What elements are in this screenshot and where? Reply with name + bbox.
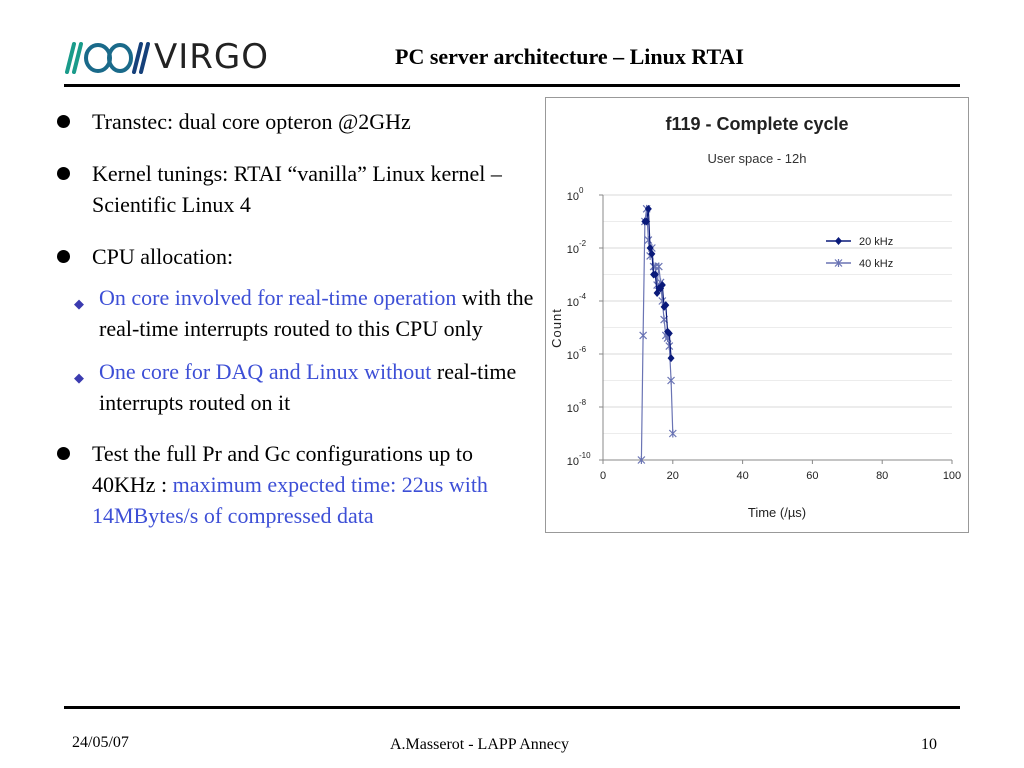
footer-page-number: 10: [921, 736, 937, 753]
page-title: PC server architecture – Linux RTAI: [395, 44, 744, 69]
chart-title: f119 - Complete cycle: [665, 114, 848, 134]
data-point-diamond: [643, 217, 651, 226]
legend-label: 40 kHz: [859, 258, 893, 270]
data-point-diamond: [665, 329, 673, 338]
data-point-x: [654, 262, 663, 271]
bullet-icon: [57, 447, 70, 460]
y-tick-exponent: -8: [579, 398, 587, 407]
data-point-diamond: [648, 249, 656, 258]
bullet-item: CPU allocation:: [54, 241, 536, 272]
data-point-diamond: [658, 281, 666, 290]
data-point-diamond: [651, 270, 659, 279]
data-point-diamond: [644, 204, 652, 213]
diamond-bullet-icon: ◆: [74, 297, 84, 312]
y-tick-label: 10: [567, 297, 579, 309]
data-point-x: [637, 456, 646, 464]
y-tick-label: 10: [567, 403, 579, 415]
y-tick-exponent: -10: [579, 451, 591, 460]
bullet-item: Kernel tunings: RTAI “vanilla” Linux ker…: [54, 158, 536, 220]
footer-author: A.Masserot - LAPP Annecy: [390, 736, 569, 753]
header-divider: [64, 84, 960, 87]
slide-content: Transtec: dual core opteron @2GHz Kernel…: [54, 106, 536, 552]
y-tick-exponent: -6: [579, 345, 587, 354]
chart-legend: 20 kHz 40 kHz: [826, 236, 893, 270]
diamond-bullet-icon: ◆: [74, 371, 84, 386]
data-point-diamond: [657, 284, 665, 293]
data-point-diamond: [835, 237, 842, 245]
x-tick-label: 0: [600, 470, 606, 482]
series-20-khz: [641, 204, 675, 363]
x-tick-label: 20: [667, 470, 679, 482]
sub-bullet-text: real-time interrupts routed on it: [99, 359, 517, 415]
y-tick-exponent: 0: [579, 186, 584, 195]
y-tick-label: 10: [567, 350, 579, 362]
bullet-highlight: maximum expected time: 22us with 14MByte…: [92, 472, 488, 528]
bullet-text: Kernel tunings: RTAI “vanilla” Linux ker…: [92, 161, 502, 217]
x-tick-label: 100: [943, 470, 961, 482]
bullet-item: Transtec: dual core opteron @2GHz: [54, 106, 536, 137]
x-tick-label: 60: [806, 470, 818, 482]
x-tick-label: 80: [876, 470, 888, 482]
data-point-diamond: [662, 301, 670, 310]
bullet-icon: [57, 115, 70, 128]
footer-date: 24/05/07: [72, 734, 129, 751]
bullet-item: Test the full Pr and Gc configurations u…: [54, 438, 536, 531]
virgo-logo-graphic: [65, 42, 150, 74]
data-point-x: [644, 236, 653, 245]
sub-bullet-highlight: On core involved for real-time operation: [99, 285, 457, 310]
sub-bullet-highlight: One core for DAQ and Linux without: [99, 359, 432, 384]
x-axis-label: Time (/µs): [748, 505, 806, 520]
bullet-icon: [57, 250, 70, 263]
y-tick-exponent: -2: [579, 239, 587, 248]
data-point-x: [639, 331, 648, 340]
y-tick-exponent: -4: [579, 292, 587, 301]
cycle-time-chart: f119 - Complete cycle User space - 12h 0…: [549, 114, 961, 520]
bullet-text: Test the full Pr and Gc configurations u…: [92, 441, 473, 497]
chart-subtitle: User space - 12h: [708, 151, 807, 166]
y-axis-label: Count: [549, 308, 564, 348]
legend-label: 20 kHz: [859, 236, 893, 248]
bullet-text: CPU allocation:: [92, 244, 234, 269]
data-point-x: [834, 259, 843, 267]
y-tick-label: 10: [567, 456, 579, 468]
sub-bullet-item: ◆ One core for DAQ and Linux without rea…: [16, 356, 536, 418]
data-point-x: [668, 429, 677, 438]
virgo-logo: VIRGO: [62, 36, 268, 80]
sub-bullet-text: with the real-time interrupts routed to …: [99, 285, 534, 341]
data-point-x: [667, 376, 675, 385]
bullet-text: Transtec: dual core opteron @2GHz: [92, 109, 411, 134]
y-tick-label: 10: [567, 244, 579, 256]
chart-panel: f119 - Complete cycle User space - 12h 0…: [545, 97, 969, 533]
data-point-x: [665, 342, 674, 351]
data-point-diamond: [667, 354, 675, 363]
y-tick-label: 10: [567, 191, 579, 203]
x-tick-label: 40: [736, 470, 748, 482]
footer-divider: [64, 706, 960, 709]
bullet-icon: [57, 167, 70, 180]
logo-wordmark: VIRGO: [154, 37, 270, 77]
sub-bullet-item: ◆ On core involved for real-time operati…: [16, 282, 536, 344]
